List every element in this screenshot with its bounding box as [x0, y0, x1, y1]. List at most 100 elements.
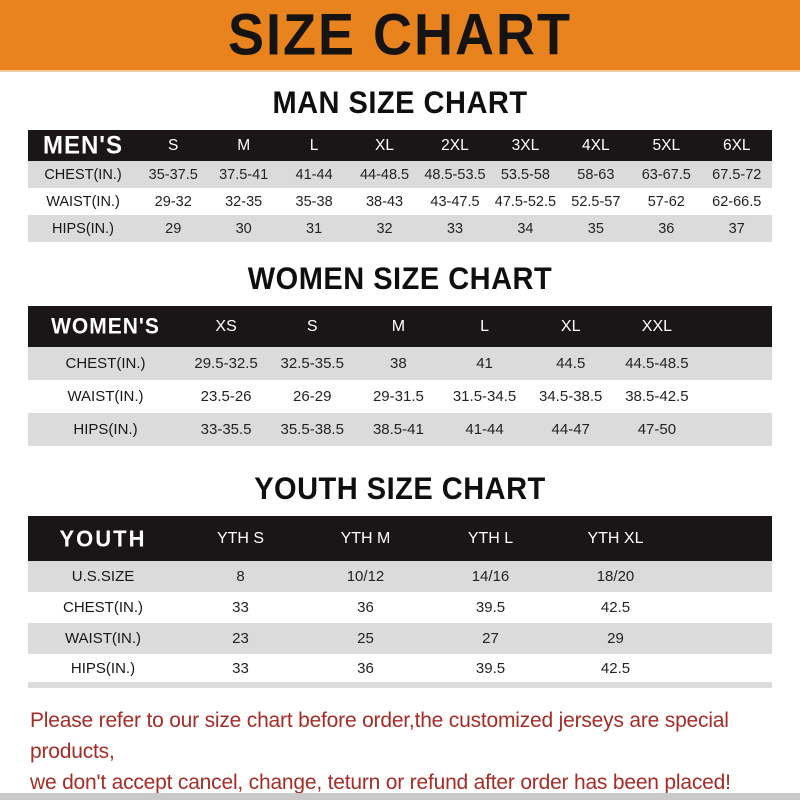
value-cell: 48.5-53.5: [424, 166, 486, 183]
table-header-label: MEN'S: [42, 130, 124, 160]
column-header: 5XL: [652, 136, 681, 154]
value-cell: 44-48.5: [359, 166, 410, 183]
table-row: CHEST(IN.) 35-37.5 37.5-41 41-44 44-48.5 48.5…: [28, 161, 772, 188]
value-cell: 38-43: [365, 193, 404, 210]
value-cell: 33: [232, 659, 249, 677]
value-cell: 67.5-72: [712, 166, 762, 183]
sections: MAN SIZE CHART MEN'S S M L XL 2XL 3XL 4XL 5XL 6X…: [0, 85, 800, 688]
value-cell: 31.5-34.5: [452, 388, 517, 405]
chart-section: MAN SIZE CHART MEN'S S M L XL 2XL 3XL 4XL 5XL 6X…: [0, 85, 800, 242]
page-title: SIZE CHART: [228, 2, 572, 68]
value-cell: 35.5-38.5: [280, 421, 344, 438]
value-cell: 29-32: [154, 193, 192, 210]
value-cell: 32.5-35.5: [280, 355, 344, 372]
value-cell: 42.5: [600, 599, 631, 616]
size-table: WOMEN'S XS S M L XL XXL CHEST(IN.) 29.5-32.5 32…: [28, 306, 772, 446]
footer-note: Please refer to our size chart before or…: [30, 705, 780, 798]
column-header: L: [309, 136, 319, 154]
column-header: S: [168, 136, 179, 154]
column-header: XL: [560, 317, 581, 335]
value-cell: 35: [587, 220, 604, 237]
column-header: 3XL: [511, 136, 540, 154]
column-header: XS: [215, 317, 237, 335]
value-cell: 33: [232, 599, 249, 616]
value-cell: 38.5-41: [372, 421, 424, 438]
value-cell: 58-63: [577, 166, 615, 183]
value-cell: 31: [306, 220, 323, 237]
value-cell: 47.5-52.5: [494, 193, 557, 210]
value-cell: 36: [658, 220, 675, 237]
size-table: MEN'S S M L XL 2XL 3XL 4XL 5XL 6XL CHEST(IN.) 35-…: [28, 130, 772, 242]
value-cell: 34.5-38.5: [539, 388, 603, 405]
footer-note-line: Please refer to our size chart before or…: [30, 709, 729, 763]
value-cell: 29: [165, 220, 182, 237]
table-header-row: MEN'S S M L XL 2XL 3XL 4XL 5XL 6XL: [28, 130, 772, 161]
column-header: L: [480, 317, 489, 335]
value-cell: 38: [390, 355, 407, 372]
value-cell: 57-62: [647, 193, 685, 210]
row-label: CHEST(IN.): [44, 166, 122, 183]
value-cell: 29: [607, 630, 624, 647]
filler-column: [678, 516, 772, 561]
bottom-strip: [0, 793, 800, 800]
column-header: S: [306, 317, 318, 335]
table-row: U.S.SIZE 8 10/12 14/16 18/20: [28, 561, 772, 592]
value-cell: 8: [236, 568, 245, 585]
value-cell: 29-31.5: [372, 388, 424, 405]
column-header: M: [391, 317, 406, 335]
value-cell: 18/20: [596, 568, 635, 585]
value-cell: 35-38: [295, 193, 333, 210]
column-header: YTH XL: [587, 529, 644, 547]
section-title: YOUTH SIZE CHART: [254, 471, 546, 507]
table-row: WAIST(IN.) 29-32 32-35 35-38 38-43 43-47.5 47.…: [28, 188, 772, 215]
value-cell: 35-37.5: [148, 166, 198, 183]
filler-cell: [700, 347, 772, 380]
value-cell: 37.5-41: [219, 166, 269, 183]
table-row: WAIST(IN.) 23 25 27 29: [28, 623, 772, 654]
column-header: YTH L: [467, 529, 514, 547]
row-label: WAIST(IN.): [46, 193, 120, 210]
value-cell: 62-66.5: [712, 193, 762, 210]
row-label: HIPS(IN.): [51, 220, 115, 237]
value-cell: 23.5-26: [200, 388, 252, 405]
value-cell: 36: [357, 659, 374, 677]
value-cell: 34: [517, 220, 534, 237]
value-cell: 44-47: [551, 421, 590, 438]
value-cell: 14/16: [471, 568, 510, 585]
table-row: HIPS(IN.) 33-35.5 35.5-38.5 38.5-41 41-44 44-…: [28, 413, 772, 446]
value-cell: 42.5: [600, 659, 631, 677]
row-label: CHEST(IN.): [65, 355, 146, 372]
column-header: XXL: [641, 317, 673, 335]
value-cell: 37: [728, 220, 745, 237]
value-cell: 30: [235, 220, 252, 237]
value-cell: 25: [357, 630, 374, 647]
value-cell: 29.5-32.5: [194, 355, 258, 372]
filler-column: [700, 306, 772, 347]
value-cell: 32: [376, 220, 393, 237]
table-row: CHEST(IN.) 33 36 39.5 42.5: [28, 592, 772, 623]
value-cell: 52.5-57: [571, 193, 621, 210]
value-cell: 41-44: [465, 421, 504, 438]
table-row: HIPS(IN.) 29 30 31 32 33 34 35 36 37: [28, 215, 772, 242]
column-header: 2XL: [441, 136, 469, 154]
value-cell: 26-29: [293, 388, 332, 405]
section-title: WOMEN SIZE CHART: [247, 261, 553, 297]
value-cell: 41-44: [295, 166, 333, 183]
filler-cell: [678, 592, 772, 623]
banner: SIZE CHART: [0, 0, 800, 72]
row-label: HIPS(IN.): [73, 421, 138, 438]
value-cell: 38.5-42.5: [625, 388, 689, 405]
table-header-row: YOUTH YTH S YTH M YTH L YTH XL: [28, 516, 772, 561]
row-label: WAIST(IN.): [67, 388, 144, 405]
filler-cell: [700, 380, 772, 413]
table-row: WAIST(IN.) 23.5-26 26-29 29-31.5 31.5-34.5 34…: [28, 380, 772, 413]
column-header: 6XL: [722, 136, 751, 154]
value-cell: 33: [446, 220, 464, 237]
chart-section: YOUTH SIZE CHART YOUTH YTH S YTH M YTH L YT…: [0, 471, 800, 688]
column-header: XL: [375, 136, 395, 154]
table-header-label: WOMEN'S: [51, 313, 160, 339]
column-header: M: [237, 136, 251, 154]
value-cell: 27: [482, 630, 499, 647]
row-label: WAIST(IN.): [64, 630, 142, 647]
value-cell: 23: [232, 630, 249, 647]
